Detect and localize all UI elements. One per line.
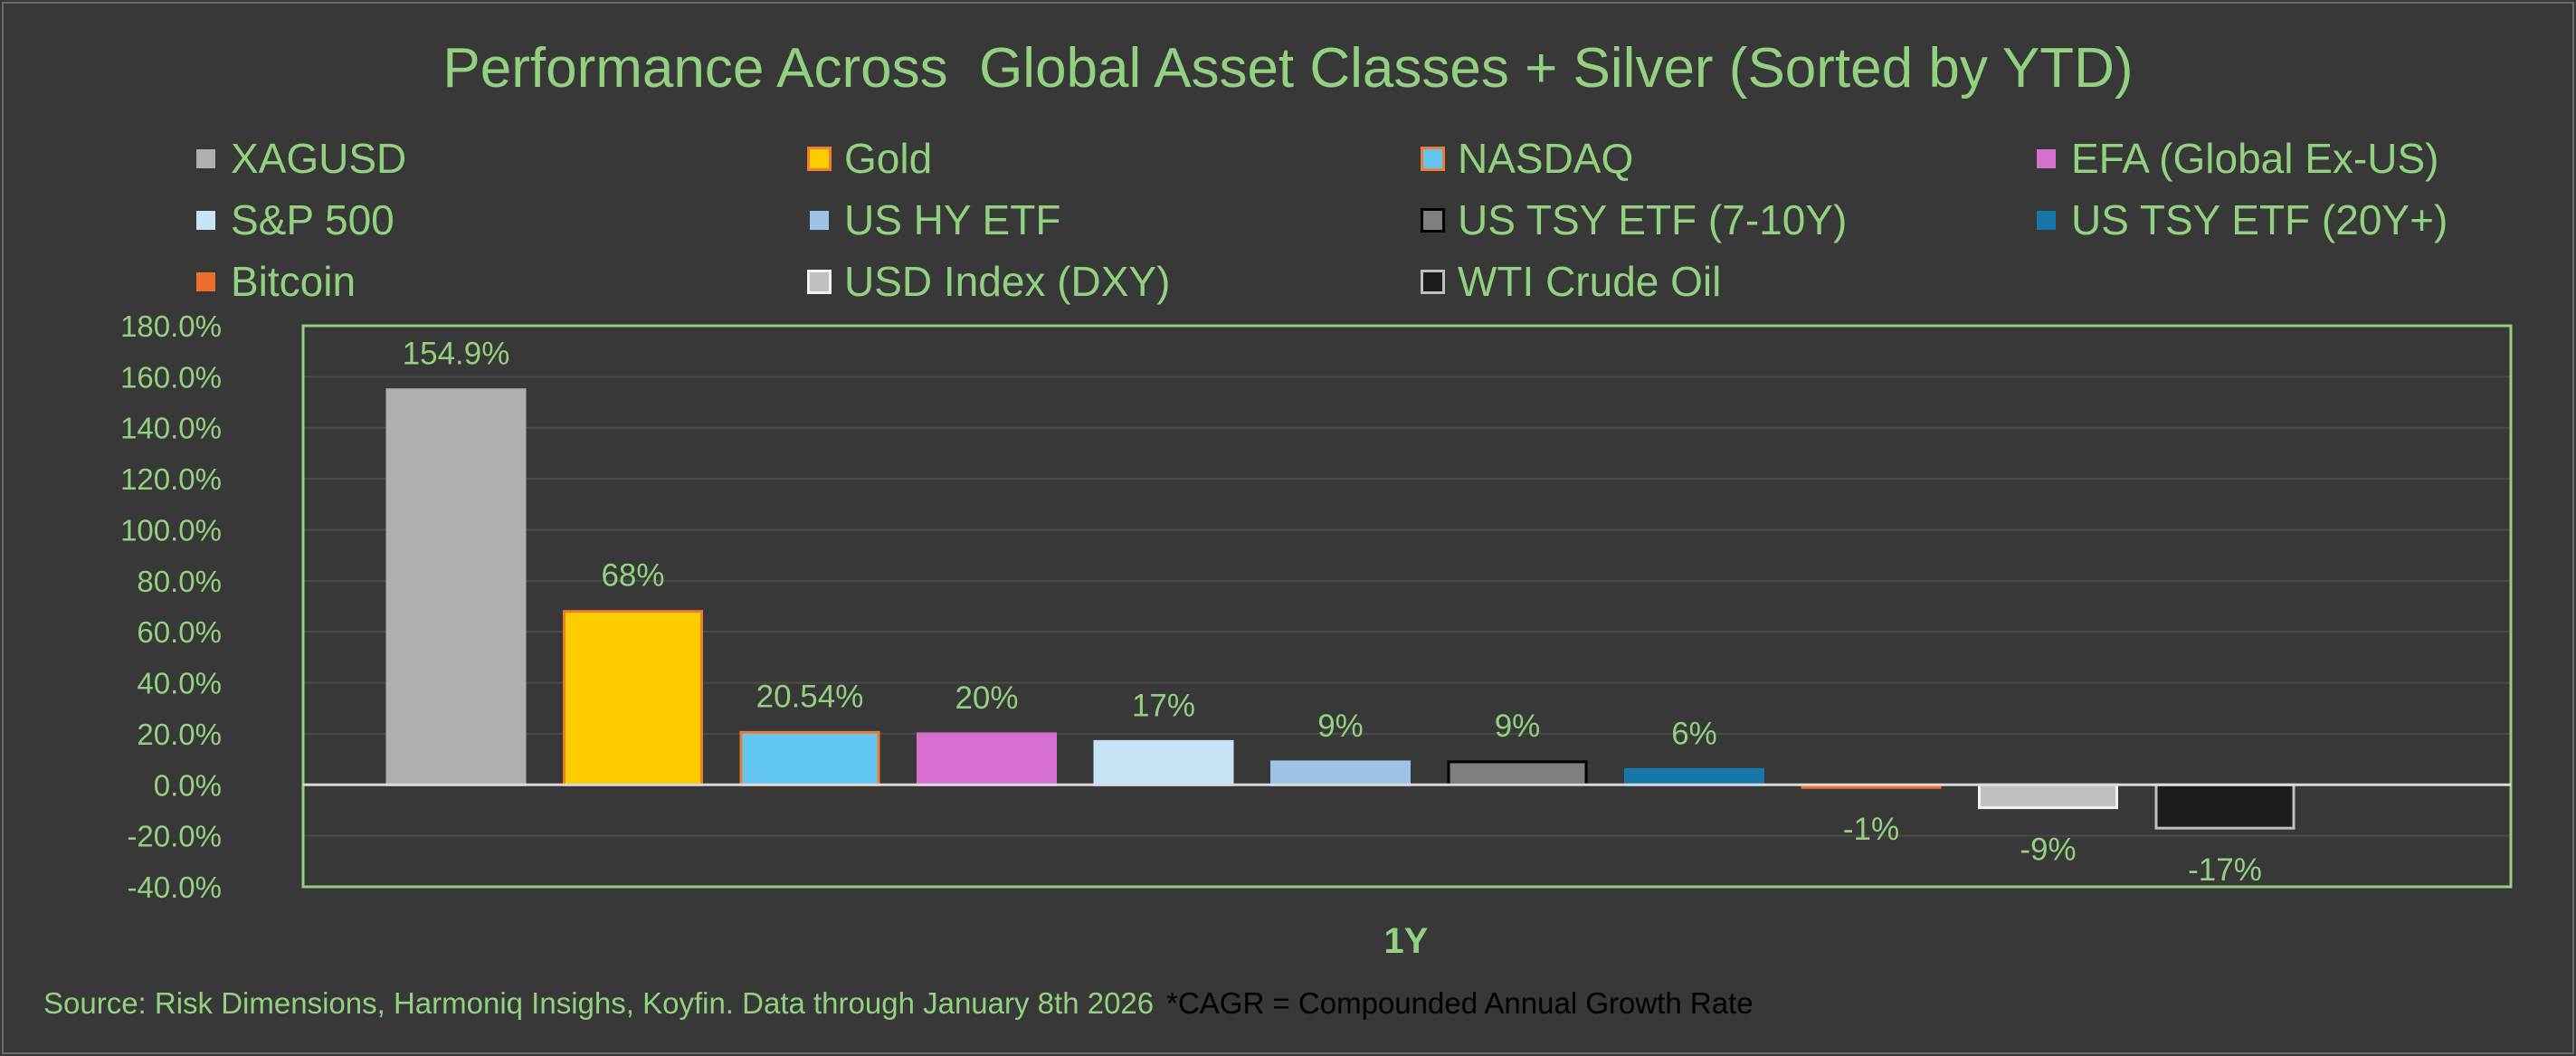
legend-swatch — [807, 146, 832, 171]
legend-label: US TSY ETF (7-10Y) — [1458, 196, 1848, 243]
data-label: 9% — [1317, 709, 1364, 744]
bar-efa-global-ex-us — [917, 732, 1057, 786]
legend-item-bitcoin: Bitcoin — [194, 254, 356, 309]
data-label: 20.54% — [756, 679, 864, 714]
legend-label: S&P 500 — [231, 196, 394, 243]
y-tick-label: 160.0% — [120, 360, 222, 394]
data-label: 20% — [955, 680, 1018, 716]
legend-swatch — [1421, 207, 1445, 233]
legend-label: NASDAQ — [1458, 135, 1634, 182]
y-tick-label: 0.0% — [154, 768, 222, 802]
legend-label: USD Index (DXY) — [844, 258, 1171, 305]
legend-swatch — [1421, 146, 1445, 171]
legend-label: WTI Crude Oil — [1458, 258, 1722, 305]
y-tick-label: 180.0% — [120, 309, 222, 343]
legend-item-wti-crude: WTI Crude Oil — [1421, 254, 1721, 309]
data-label: 17% — [1132, 688, 1195, 723]
y-tick-label: 20.0% — [137, 718, 222, 751]
data-label: -9% — [2020, 832, 2076, 868]
bar-nasdaq — [739, 730, 880, 786]
legend-swatch — [807, 269, 832, 294]
plot-area-border — [301, 324, 2513, 889]
legend-swatch — [807, 207, 832, 233]
y-tick-label: 100.0% — [120, 513, 222, 547]
legend-label: US HY ETF — [844, 196, 1061, 243]
legend-item-sp500: S&P 500 — [194, 193, 394, 247]
y-tick-label: 60.0% — [137, 615, 222, 649]
data-label: -17% — [2188, 852, 2262, 888]
legend-label: Gold — [844, 135, 933, 182]
legend-item-us-tsy-20y: US TSY ETF (20Y+) — [2034, 193, 2448, 247]
legend-label: US TSY ETF (20Y+) — [2071, 196, 2448, 243]
legend-item-usd-index: USD Index (DXY) — [807, 254, 1170, 309]
legend-label: EFA (Global Ex-US) — [2071, 135, 2439, 182]
data-label: -1% — [1843, 812, 1899, 847]
legend-item-nasdaq: NASDAQ — [1421, 131, 1633, 186]
data-label: 9% — [1495, 709, 1541, 744]
data-label: 68% — [601, 558, 664, 594]
data-label: 6% — [1671, 716, 1717, 751]
bar-usd-index-dxy — [1978, 783, 2118, 810]
footer: Source: Risk Dimensions, Harmoniq Insigh… — [43, 986, 1754, 1021]
legend-item-efa: EFA (Global Ex-US) — [2034, 131, 2438, 186]
legend-swatch — [194, 269, 218, 294]
legend-label: XAGUSD — [231, 135, 407, 182]
legend-swatch — [2034, 207, 2058, 233]
legend-swatch — [1421, 269, 1445, 294]
legend-swatch — [194, 146, 218, 171]
legend-item-xagusd: XAGUSD — [194, 131, 406, 186]
y-tick-label: 40.0% — [137, 667, 222, 700]
legend-item-us-hy-etf: US HY ETF — [807, 193, 1060, 247]
bar-us-tsy-etf-20y — [1624, 767, 1764, 786]
bar-xagusd — [385, 388, 527, 786]
y-tick-label: 80.0% — [137, 565, 222, 598]
bar-s-p-500 — [1093, 739, 1234, 786]
bar-wti-crude-oil — [2154, 783, 2296, 830]
chart-title: Performance Across Global Asset Classes … — [442, 37, 2134, 100]
y-tick-label: -20.0% — [127, 820, 222, 853]
legend-item-gold: Gold — [807, 131, 932, 186]
legend-swatch — [2034, 146, 2058, 171]
x-axis-label: 1Y — [1384, 921, 1429, 961]
y-tick-label: -40.0% — [127, 870, 222, 904]
source-note: Source: Risk Dimensions, Harmoniq Insigh… — [43, 986, 1155, 1020]
data-label: 154.9% — [403, 337, 510, 372]
bar-us-hy-etf — [1270, 760, 1411, 786]
legend-label: Bitcoin — [231, 258, 356, 305]
cagr-note: *CAGR = Compounded Annual Growth Rate — [1166, 986, 1754, 1020]
legend-swatch — [194, 207, 218, 233]
legend-item-us-tsy-7-10y: US TSY ETF (7-10Y) — [1421, 193, 1847, 247]
y-tick-label: 120.0% — [120, 462, 222, 496]
y-tick-label: 140.0% — [120, 412, 222, 445]
bar-us-tsy-etf-7-10y — [1447, 760, 1588, 786]
bar-gold — [563, 610, 703, 786]
